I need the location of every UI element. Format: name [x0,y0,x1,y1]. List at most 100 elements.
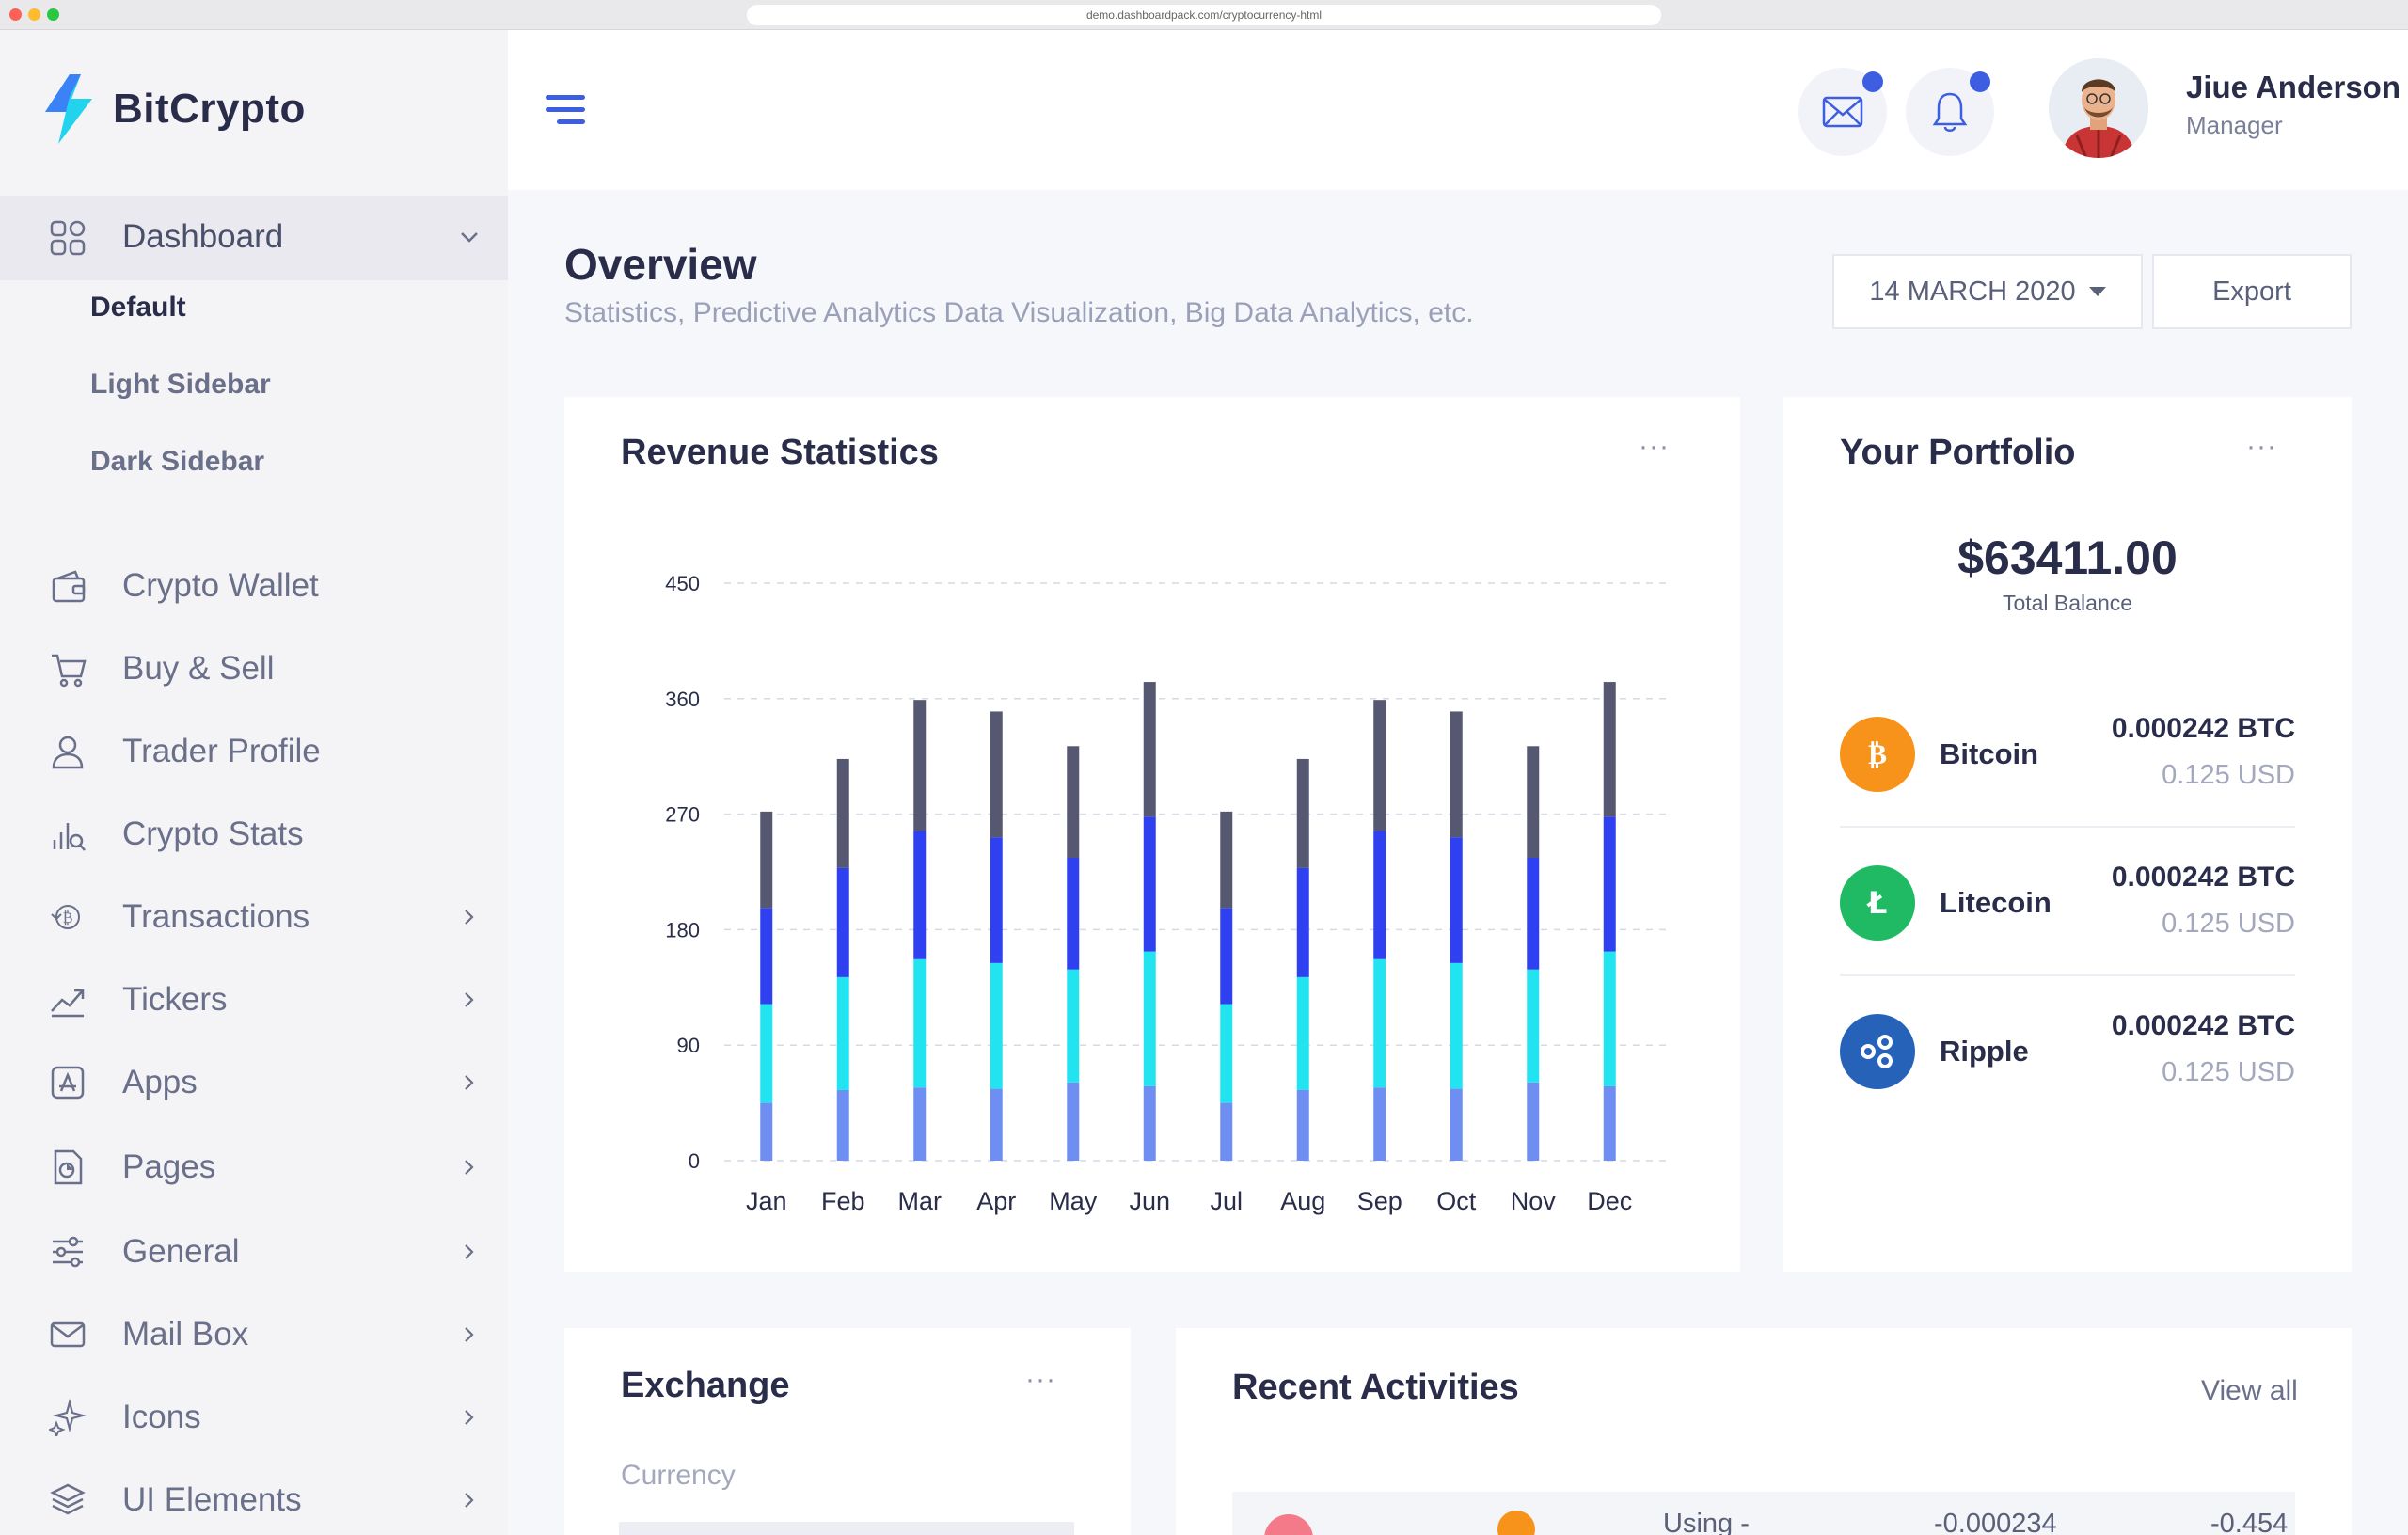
user-name[interactable]: Jiue Anderson [2186,70,2400,104]
sidebar-item-crypto-wallet[interactable]: Crypto Wallet [0,553,508,619]
bar-segment [1067,746,1080,858]
sidebar-item-pages[interactable]: Pages [0,1134,508,1200]
chevron-right-icon [459,1158,478,1177]
currency-select[interactable] [619,1522,1074,1535]
brand-logo[interactable]: BitCrypto [41,71,306,147]
sidebar-item-label: Transactions [122,898,310,935]
x-tick-label: Apr [976,1187,1016,1215]
portfolio-row-ripple[interactable]: Ripple 0.000242 BTC 0.125 USD [1840,976,2295,1125]
more-options-icon[interactable]: ··· [1025,1364,1056,1395]
close-window-icon[interactable] [9,8,22,21]
date-picker-button[interactable]: 14 MARCH 2020 [1832,254,2143,329]
sidebar-item-tickers[interactable]: Tickers [0,967,508,1033]
notifications-button[interactable] [1906,68,1994,156]
ripple-icon [1840,1014,1915,1089]
x-tick-label: Sep [1357,1187,1402,1215]
chevron-right-icon [459,1325,478,1344]
menu-toggle-icon[interactable] [542,91,589,129]
bar-segment [1603,682,1616,817]
layers-icon [47,1480,88,1521]
bar-segment [1450,962,1463,1089]
y-tick-label: 270 [665,803,700,827]
bar-segment [1143,682,1156,817]
bar-segment [1220,811,1233,909]
y-tick-label: 90 [677,1034,700,1057]
view-all-link[interactable]: View all [2201,1375,2298,1406]
x-tick-label: Dec [1587,1187,1632,1215]
card-title: Revenue Statistics [621,433,939,472]
bar-segment [913,1087,927,1161]
sidebar-item-general[interactable]: General [0,1219,508,1285]
messages-button[interactable] [1798,68,1887,156]
user-icon [47,731,88,772]
sidebar-item-label: General [122,1233,240,1270]
bar-segment [913,700,927,831]
bar-segment [1450,837,1463,963]
sidebar-item-ui-elements[interactable]: UI Elements [0,1467,508,1533]
bar-segment [1067,857,1080,970]
activity-amount: -0.000234 [1934,1509,2057,1535]
stats-icon [47,814,88,855]
maximize-window-icon[interactable] [47,8,59,21]
activity-row[interactable]: Using - -0.000234 -0.454 [1232,1492,2295,1535]
bar-segment [1603,816,1616,952]
sidebar-item-mail-box[interactable]: Mail Box [0,1302,508,1368]
total-balance-label: Total Balance [2002,591,2133,615]
sidebar-item-transactions[interactable]: ₿ Transactions [0,884,508,950]
bar-segment [990,962,1003,1089]
sliders-icon [47,1231,88,1273]
browser-chrome: demo.dashboardpack.com/cryptocurrency-ht… [0,0,2408,30]
portfolio-row-bitcoin[interactable]: ₿ Bitcoin 0.000242 BTC 0.125 USD [1840,679,2295,828]
bar-segment [836,867,849,977]
avatar[interactable] [2049,58,2148,158]
bar-segment [990,1088,1003,1161]
date-label: 14 MARCH 2020 [1869,276,2076,307]
x-tick-label: Aug [1280,1187,1325,1215]
sidebar-item-trader-profile[interactable]: Trader Profile [0,719,508,784]
bar-segment [760,1004,773,1103]
sparkle-icon [47,1397,88,1438]
sidebar-subitem-dark-sidebar[interactable]: Dark Sidebar [90,446,265,477]
address-bar[interactable]: demo.dashboardpack.com/cryptocurrency-ht… [747,5,1661,25]
bar-segment [1373,831,1386,959]
wallet-icon [47,565,88,607]
more-options-icon[interactable]: ··· [1639,431,1670,462]
bell-icon [1932,92,1968,132]
chevron-right-icon [459,1491,478,1510]
chevron-down-icon [459,227,478,245]
sidebar-item-dashboard[interactable]: Dashboard [0,196,508,280]
sidebar-subitem-light-sidebar[interactable]: Light Sidebar [90,369,271,400]
x-tick-label: Jul [1210,1187,1243,1215]
bar-segment [1527,1082,1540,1161]
bar-segment [1603,951,1616,1086]
exchange-card: Exchange ··· Currency [564,1328,1131,1535]
minimize-window-icon[interactable] [28,8,40,21]
sidebar-item-icons[interactable]: Icons [0,1385,508,1450]
bar-segment [760,1102,773,1161]
bar-segment [990,837,1003,963]
bar-segment [1296,867,1309,977]
bar-segment [1527,746,1540,858]
y-tick-label: 360 [665,688,700,711]
sidebar-item-crypto-stats[interactable]: Crypto Stats [0,801,508,867]
revenue-chart: 0 90 180 270 360 450 Jan Feb Mar Apr May Jun Jul Aug S… [665,572,1667,1215]
notification-badge [1862,71,1883,92]
chevron-right-icon [459,1408,478,1427]
bar-segment [1296,758,1309,868]
sidebar-item-buy-sell[interactable]: Buy & Sell [0,636,508,702]
sidebar-subitem-default[interactable]: Default [90,292,186,323]
bar-segment [1143,816,1156,952]
page-icon [47,1147,88,1188]
bar-segment [1603,1085,1616,1161]
bar-segment [1373,1087,1386,1161]
export-button[interactable]: Export [2152,254,2352,329]
bar-segment [760,811,773,909]
sidebar-item-apps[interactable]: Apps [0,1050,508,1116]
portfolio-row-litecoin[interactable]: Ł Litecoin 0.000242 BTC 0.125 USD [1840,828,2295,976]
sidebar-item-label: Dashboard [122,218,284,255]
more-options-icon[interactable]: ··· [2246,431,2277,462]
bar-segment [1450,1088,1463,1161]
bar-segment [836,758,849,868]
coin-btc-value: 0.000242 BTC [2111,713,2295,744]
page-subtitle: Statistics, Predictive Analytics Data Vi… [564,297,1474,328]
